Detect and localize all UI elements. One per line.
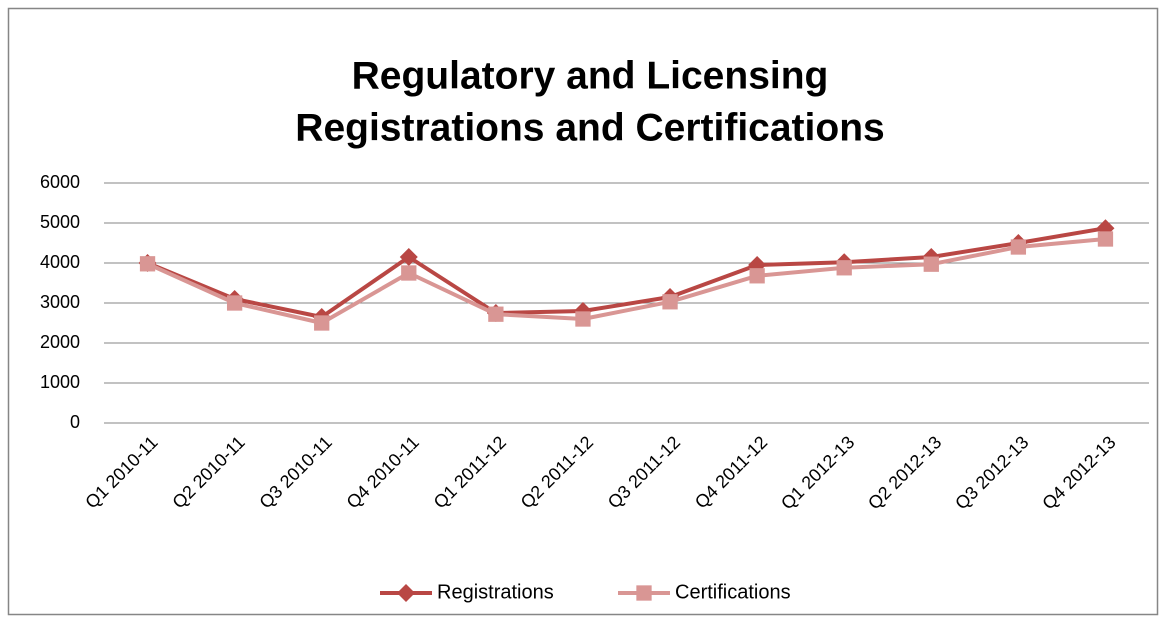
y-tick-label: 4000: [40, 252, 80, 272]
marker: [923, 256, 939, 272]
y-tick-label: 0: [70, 412, 80, 432]
marker: [575, 311, 591, 327]
y-tick-label: 3000: [40, 292, 80, 312]
marker: [401, 265, 417, 281]
marker: [314, 315, 330, 331]
marker: [488, 306, 504, 322]
marker: [226, 295, 243, 311]
y-tick-label: 2000: [40, 332, 80, 352]
y-tick-label: 1000: [40, 372, 80, 392]
series-line: [146, 226, 1106, 319]
marker: [836, 260, 852, 276]
marker: [749, 268, 765, 284]
series-line: [146, 237, 1106, 325]
chart-title: Regulatory and Licensing: [352, 54, 829, 97]
marker: [636, 585, 652, 601]
marker: [139, 256, 156, 272]
marker: [662, 294, 678, 310]
legend-label: Registrations: [437, 581, 554, 603]
marker: [397, 584, 415, 602]
marker: [399, 248, 418, 266]
marker: [1010, 239, 1027, 255]
y-tick-label: 6000: [40, 172, 80, 192]
marker: [1097, 231, 1114, 247]
chart-title: Registrations and Certifications: [295, 106, 884, 149]
y-tick-label: 5000: [40, 212, 80, 232]
legend-label: Certifications: [675, 581, 791, 603]
